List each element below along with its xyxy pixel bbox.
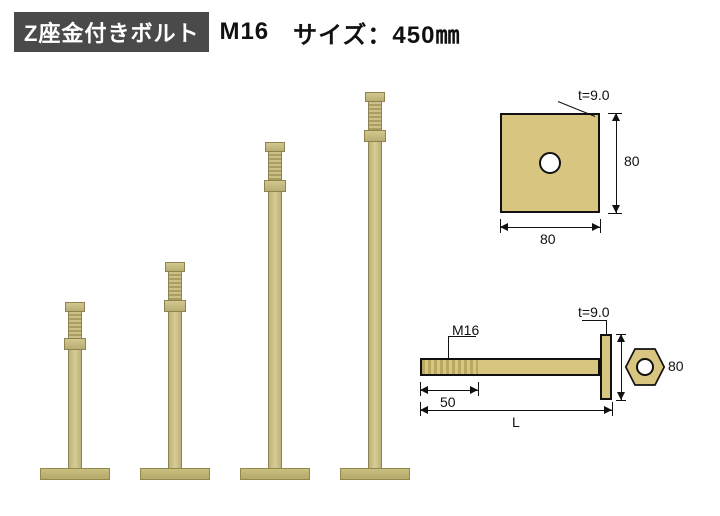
washer-hole bbox=[539, 152, 561, 174]
washer-t-label: t=9.0 bbox=[578, 87, 610, 103]
model-label: M16 bbox=[219, 18, 269, 46]
side-plate-height-label: 80 bbox=[668, 358, 684, 374]
title-block: Z座金付きボルト bbox=[14, 12, 209, 52]
side-thread-len-label: 50 bbox=[440, 394, 456, 410]
side-nut bbox=[624, 346, 666, 388]
bolt-1 bbox=[40, 468, 110, 480]
washer-diagram: t=9.0 80 80 bbox=[490, 95, 660, 245]
bolt-2 bbox=[140, 468, 210, 480]
washer-square bbox=[500, 113, 600, 213]
bolt-3 bbox=[240, 468, 310, 480]
washer-height-label: 80 bbox=[624, 153, 640, 169]
bolts-photo bbox=[40, 60, 440, 480]
size-label: サイズ：450㎜ bbox=[293, 15, 460, 50]
side-diagram: M16 50 L t=9.0 80 bbox=[420, 306, 680, 456]
side-plate bbox=[600, 334, 612, 400]
side-thread bbox=[422, 360, 478, 374]
header: Z座金付きボルト M16 サイズ：450㎜ bbox=[14, 12, 460, 52]
side-thread-label: M16 bbox=[452, 322, 479, 338]
side-length-label: L bbox=[512, 414, 520, 430]
bolt-4 bbox=[340, 468, 410, 480]
side-plate-t-label: t=9.0 bbox=[578, 304, 610, 320]
washer-width-label: 80 bbox=[540, 231, 556, 247]
